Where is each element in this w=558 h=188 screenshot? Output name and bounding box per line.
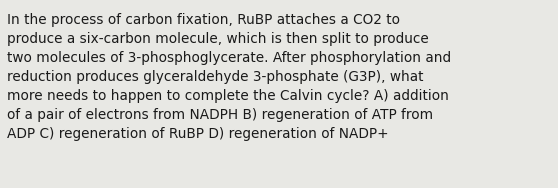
Text: In the process of carbon fixation, RuBP attaches a CO2 to
produce a six-carbon m: In the process of carbon fixation, RuBP … bbox=[7, 13, 451, 141]
